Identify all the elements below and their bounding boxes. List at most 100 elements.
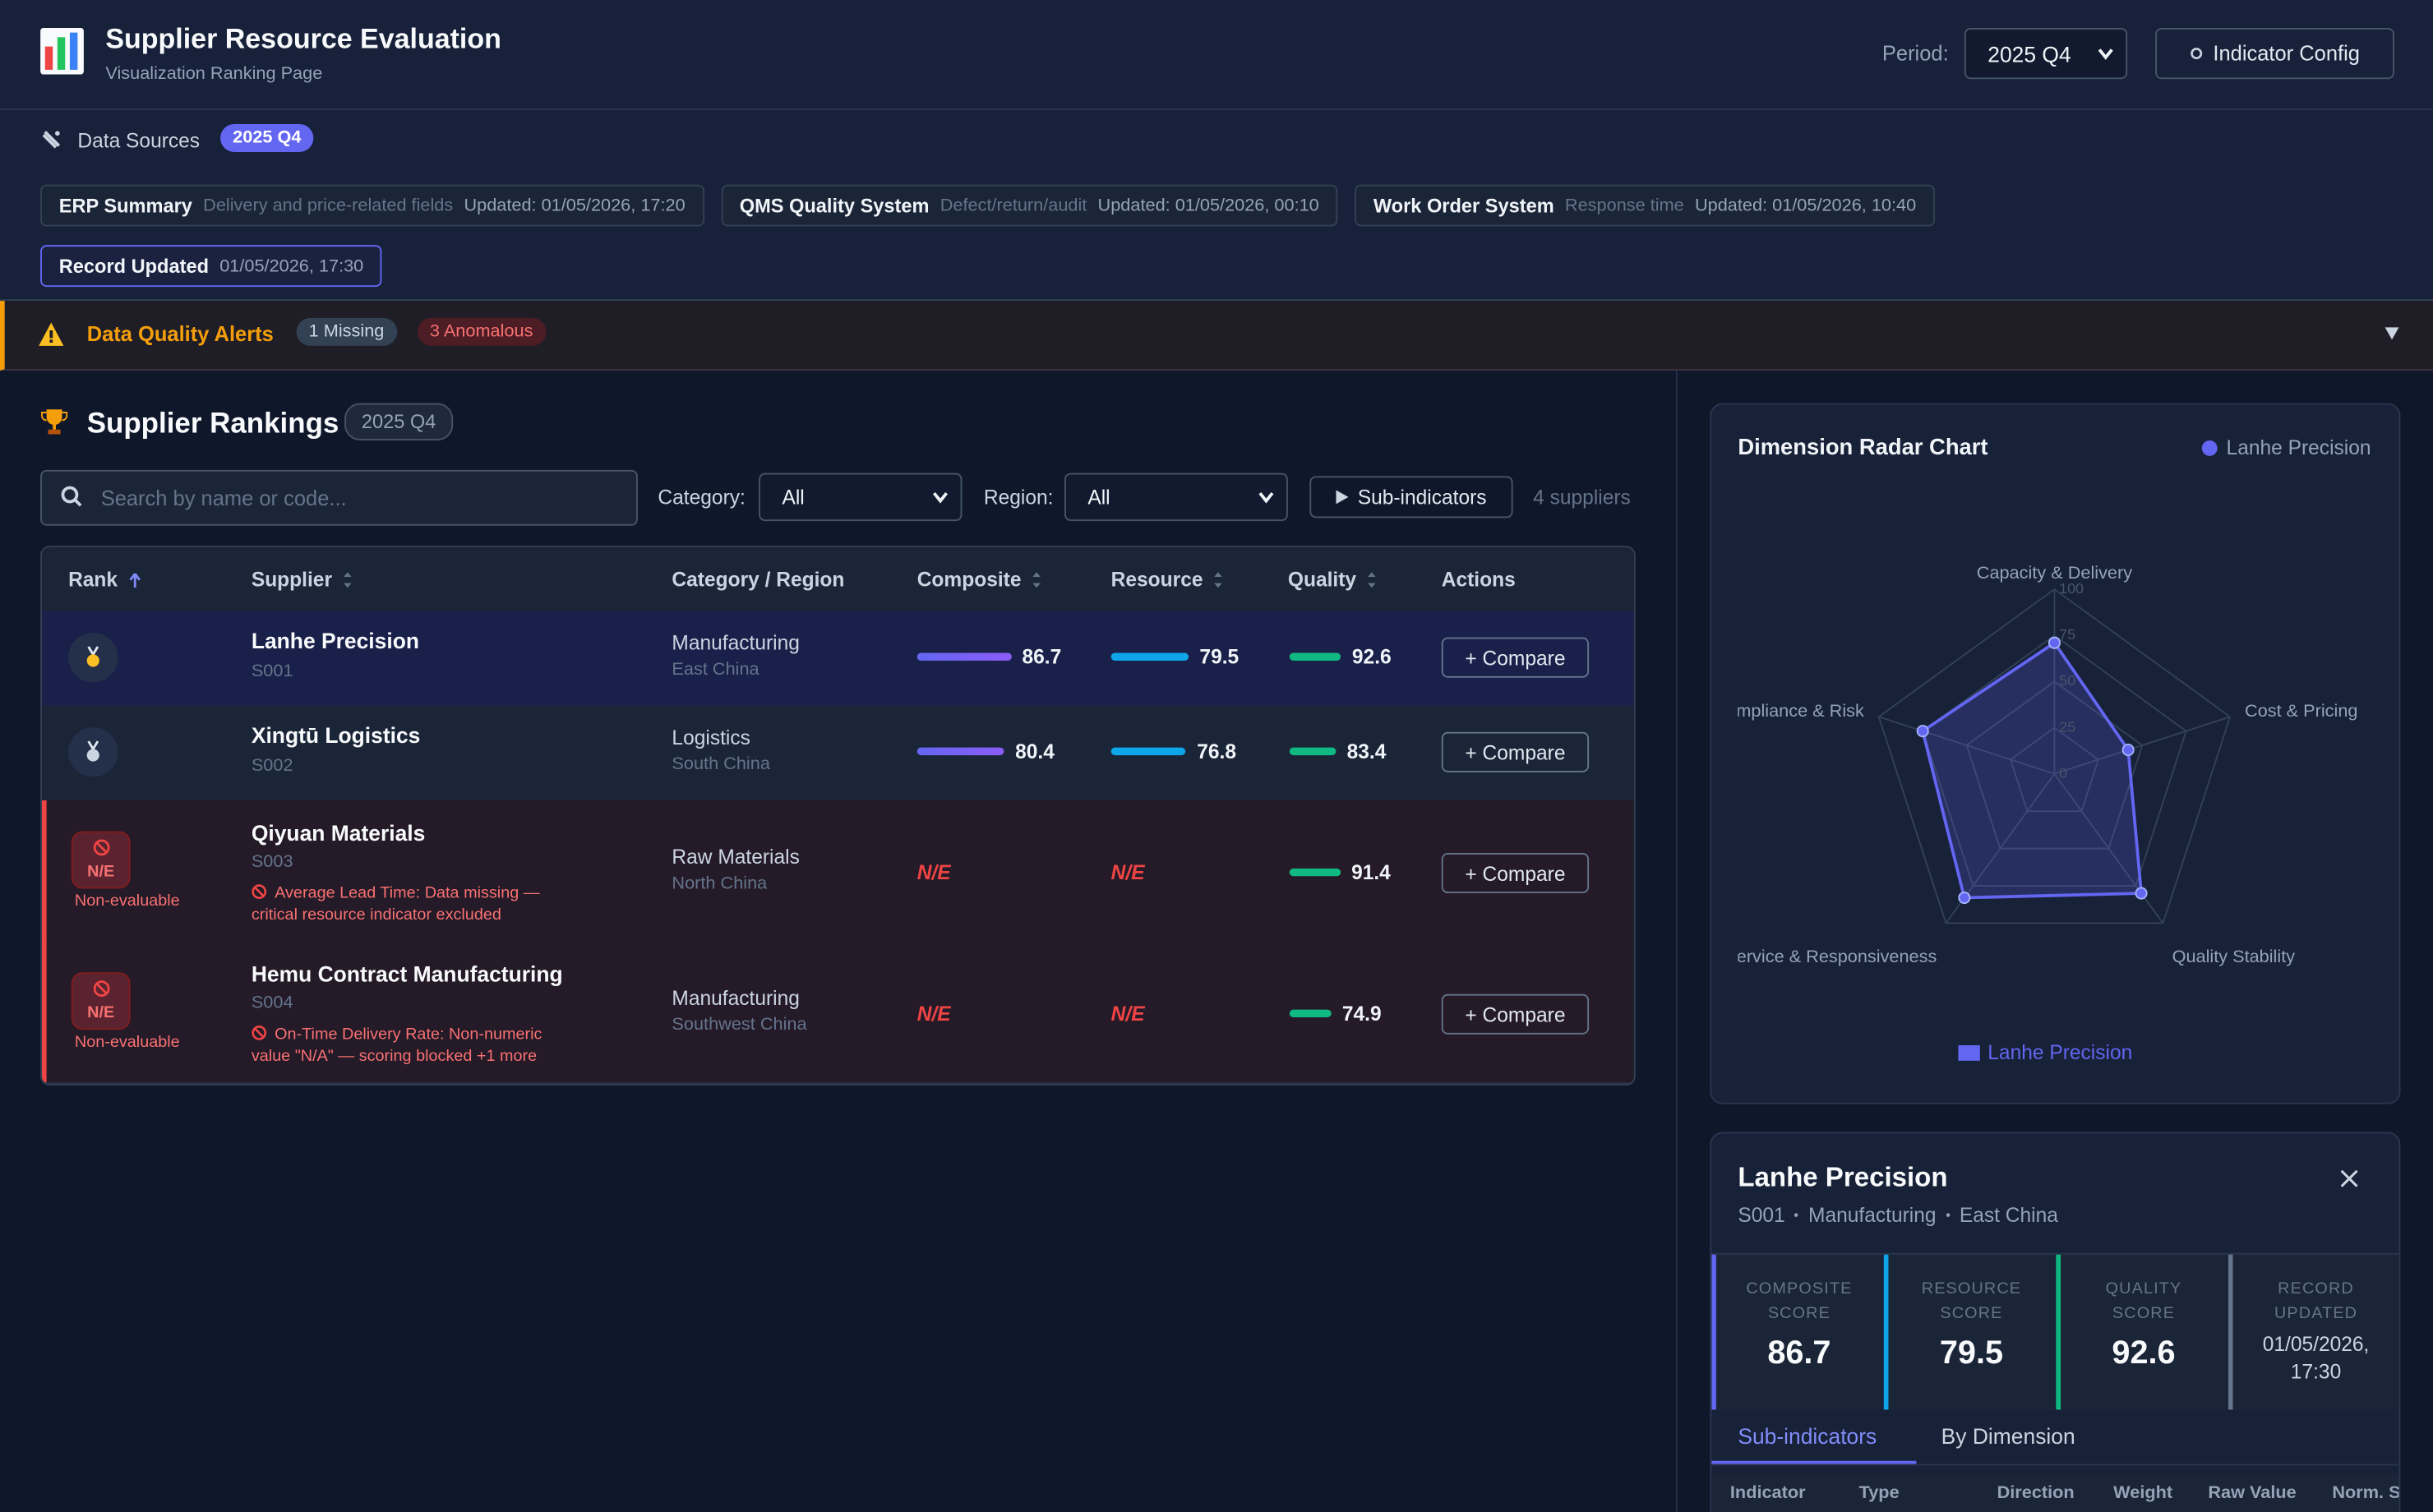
indicator-config-button[interactable]: Indicator Config (2155, 27, 2394, 80)
detail-tab[interactable]: Sub-indicators (1738, 1423, 1877, 1449)
ne-badge-label: N/E (87, 862, 115, 881)
score-unavailable: N/E (916, 1002, 951, 1026)
source-chips: ERP Summary Delivery and price-related fi… (40, 184, 2089, 288)
score-bar (1289, 747, 1337, 756)
column-header: Quality (1287, 567, 1357, 592)
row-status: Non-evaluable (74, 892, 180, 910)
score-card-label: RECORD UPDATED (2274, 1279, 2358, 1323)
config-label: Indicator Config (2213, 41, 2360, 66)
close-button[interactable] (2340, 1169, 2359, 1188)
radar-point (2048, 636, 2061, 649)
ne-badge: N/E (71, 972, 131, 1030)
table-row: Lanhe Precision S001 Manufacturing East Chi… (41, 611, 1634, 708)
region-label: Region: (983, 485, 1054, 509)
row-status: Non-evaluable (74, 1032, 180, 1052)
row-category: Manufacturing (672, 986, 800, 1010)
radial-tick-label: 25 (2059, 718, 2075, 735)
compare-button[interactable]: + Compare (1441, 993, 1590, 1035)
score-card-value: 86.7 (1767, 1335, 1831, 1371)
score-bar (916, 747, 1004, 756)
column-header-cell: Quality (1288, 568, 1377, 591)
sort-toggle (343, 571, 352, 588)
prohibit-icon (93, 980, 110, 997)
expand-toggle[interactable] (2385, 327, 2399, 340)
compare-button[interactable]: + Compare (1441, 852, 1590, 894)
detail-region: East China (1959, 1203, 2058, 1227)
alerts-title: Data Quality Alerts (86, 322, 274, 346)
chevron (1258, 491, 1274, 503)
radial-tick-label: 0 (2059, 764, 2067, 781)
axis-label: Service & Responsiveness (1738, 946, 1937, 966)
compare-button[interactable]: + Compare (1441, 637, 1590, 678)
score-card: RESOURCE SCORE 79.5 (1883, 1254, 2057, 1410)
axis-label: Cost & Pricing (2245, 700, 2357, 721)
legend: Lanhe Precision (2201, 436, 2371, 459)
supplier-code: S002 (251, 756, 293, 776)
row-category: Raw Materials (672, 845, 800, 869)
compare-label: + Compare (1465, 740, 1566, 764)
data-sources-label: Data Sources (77, 128, 201, 152)
period-select[interactable]: 2025 Q4 (1964, 27, 2128, 80)
supplier-code: S003 (251, 852, 293, 872)
row-category: Logistics (672, 726, 750, 749)
sort-asc (128, 571, 141, 588)
medal-glyph (68, 632, 118, 683)
search-box[interactable]: Search by name or code... (40, 469, 638, 526)
legend-swatch (1958, 1044, 1980, 1060)
panel-divider (1675, 371, 1678, 1512)
grid-ring (1877, 588, 2232, 924)
sub-indicator-column: Type (1858, 1484, 1900, 1503)
detail-tab[interactable]: By Dimension (1941, 1423, 2075, 1449)
supplier-name: Xingtū Logistics (251, 722, 421, 748)
radar-chart: Capacity & Delivery Cost & Pricing Quality… (1738, 562, 2357, 966)
sort-toggle-glyph (1214, 571, 1223, 588)
category-label: Category: (658, 485, 746, 509)
source-chip: ERP Summary Delivery and price-related fi… (40, 184, 704, 227)
source-updated: Updated: 01/05/2026, 00:10 (1097, 196, 1319, 215)
score-card-value: 79.5 (1939, 1335, 2004, 1371)
record-updated: 01/05/2026, 17:30 (219, 256, 364, 275)
score-bar (1289, 868, 1341, 877)
row-region: East China (672, 660, 759, 680)
sub-indicators-button[interactable]: Sub-indicators (1309, 476, 1513, 519)
radar-point (1916, 725, 1929, 738)
score-bar (1110, 747, 1186, 756)
category-select[interactable]: All (759, 472, 963, 522)
anomalous-pill: 3 Anomalous (417, 317, 546, 346)
detail-meta: S001 Manufacturing East China (1738, 1203, 2058, 1226)
region-select[interactable]: All (1064, 472, 1288, 522)
trophy-icon (41, 409, 68, 435)
detail-category: Manufacturing (1807, 1203, 1937, 1227)
chevron (2098, 48, 2113, 59)
page-subtitle: Visualization Ranking Page (105, 65, 323, 84)
radar-point (2135, 887, 2148, 900)
column-header-cell: Rank (68, 568, 141, 591)
sub-indicator-header: Indicator Type Direction Weight Raw Value Nor… (1711, 1474, 2399, 1512)
ranking-table: Rank Supplier Category / Region Composite Re… (40, 546, 1636, 1086)
grid-ring (2009, 726, 2099, 813)
sort-toggle-glyph (1032, 571, 1041, 588)
missing-pill: 1 Missing (296, 317, 397, 346)
rank-medal (68, 727, 118, 777)
axis-label: Quality Stability (2172, 946, 2296, 966)
spoke (2054, 716, 2231, 775)
supplier-count: 4 suppliers (1533, 485, 1631, 509)
divider (1711, 1252, 2399, 1255)
alerts-bar[interactable]: Data Quality Alerts 1 Missing 3 Anomalou… (0, 301, 2433, 371)
row-category: Manufacturing (672, 631, 800, 655)
column-header: Actions (1441, 567, 1516, 592)
sort-asc-glyph (129, 572, 141, 588)
table-header: Rank Supplier Category / Region Composite Re… (41, 547, 1634, 613)
score-value: 74.9 (1341, 1002, 1382, 1026)
table-row: N/E Non-evaluable Hemu Contract Manufactur… (41, 941, 1634, 1085)
category-value: All (782, 485, 805, 509)
score-unavailable: N/E (916, 860, 951, 884)
column-header-cell: Composite (917, 568, 1041, 591)
radar-area (1921, 640, 2144, 900)
score-card: QUALITY SCORE 92.6 (2056, 1254, 2228, 1410)
compare-button[interactable]: + Compare (1441, 731, 1590, 772)
score-value: 83.4 (1346, 740, 1387, 763)
row-region: South China (672, 755, 770, 774)
score-unavailable: N/E (1110, 860, 1145, 884)
source-updated: Updated: 01/05/2026, 17:20 (464, 196, 686, 215)
